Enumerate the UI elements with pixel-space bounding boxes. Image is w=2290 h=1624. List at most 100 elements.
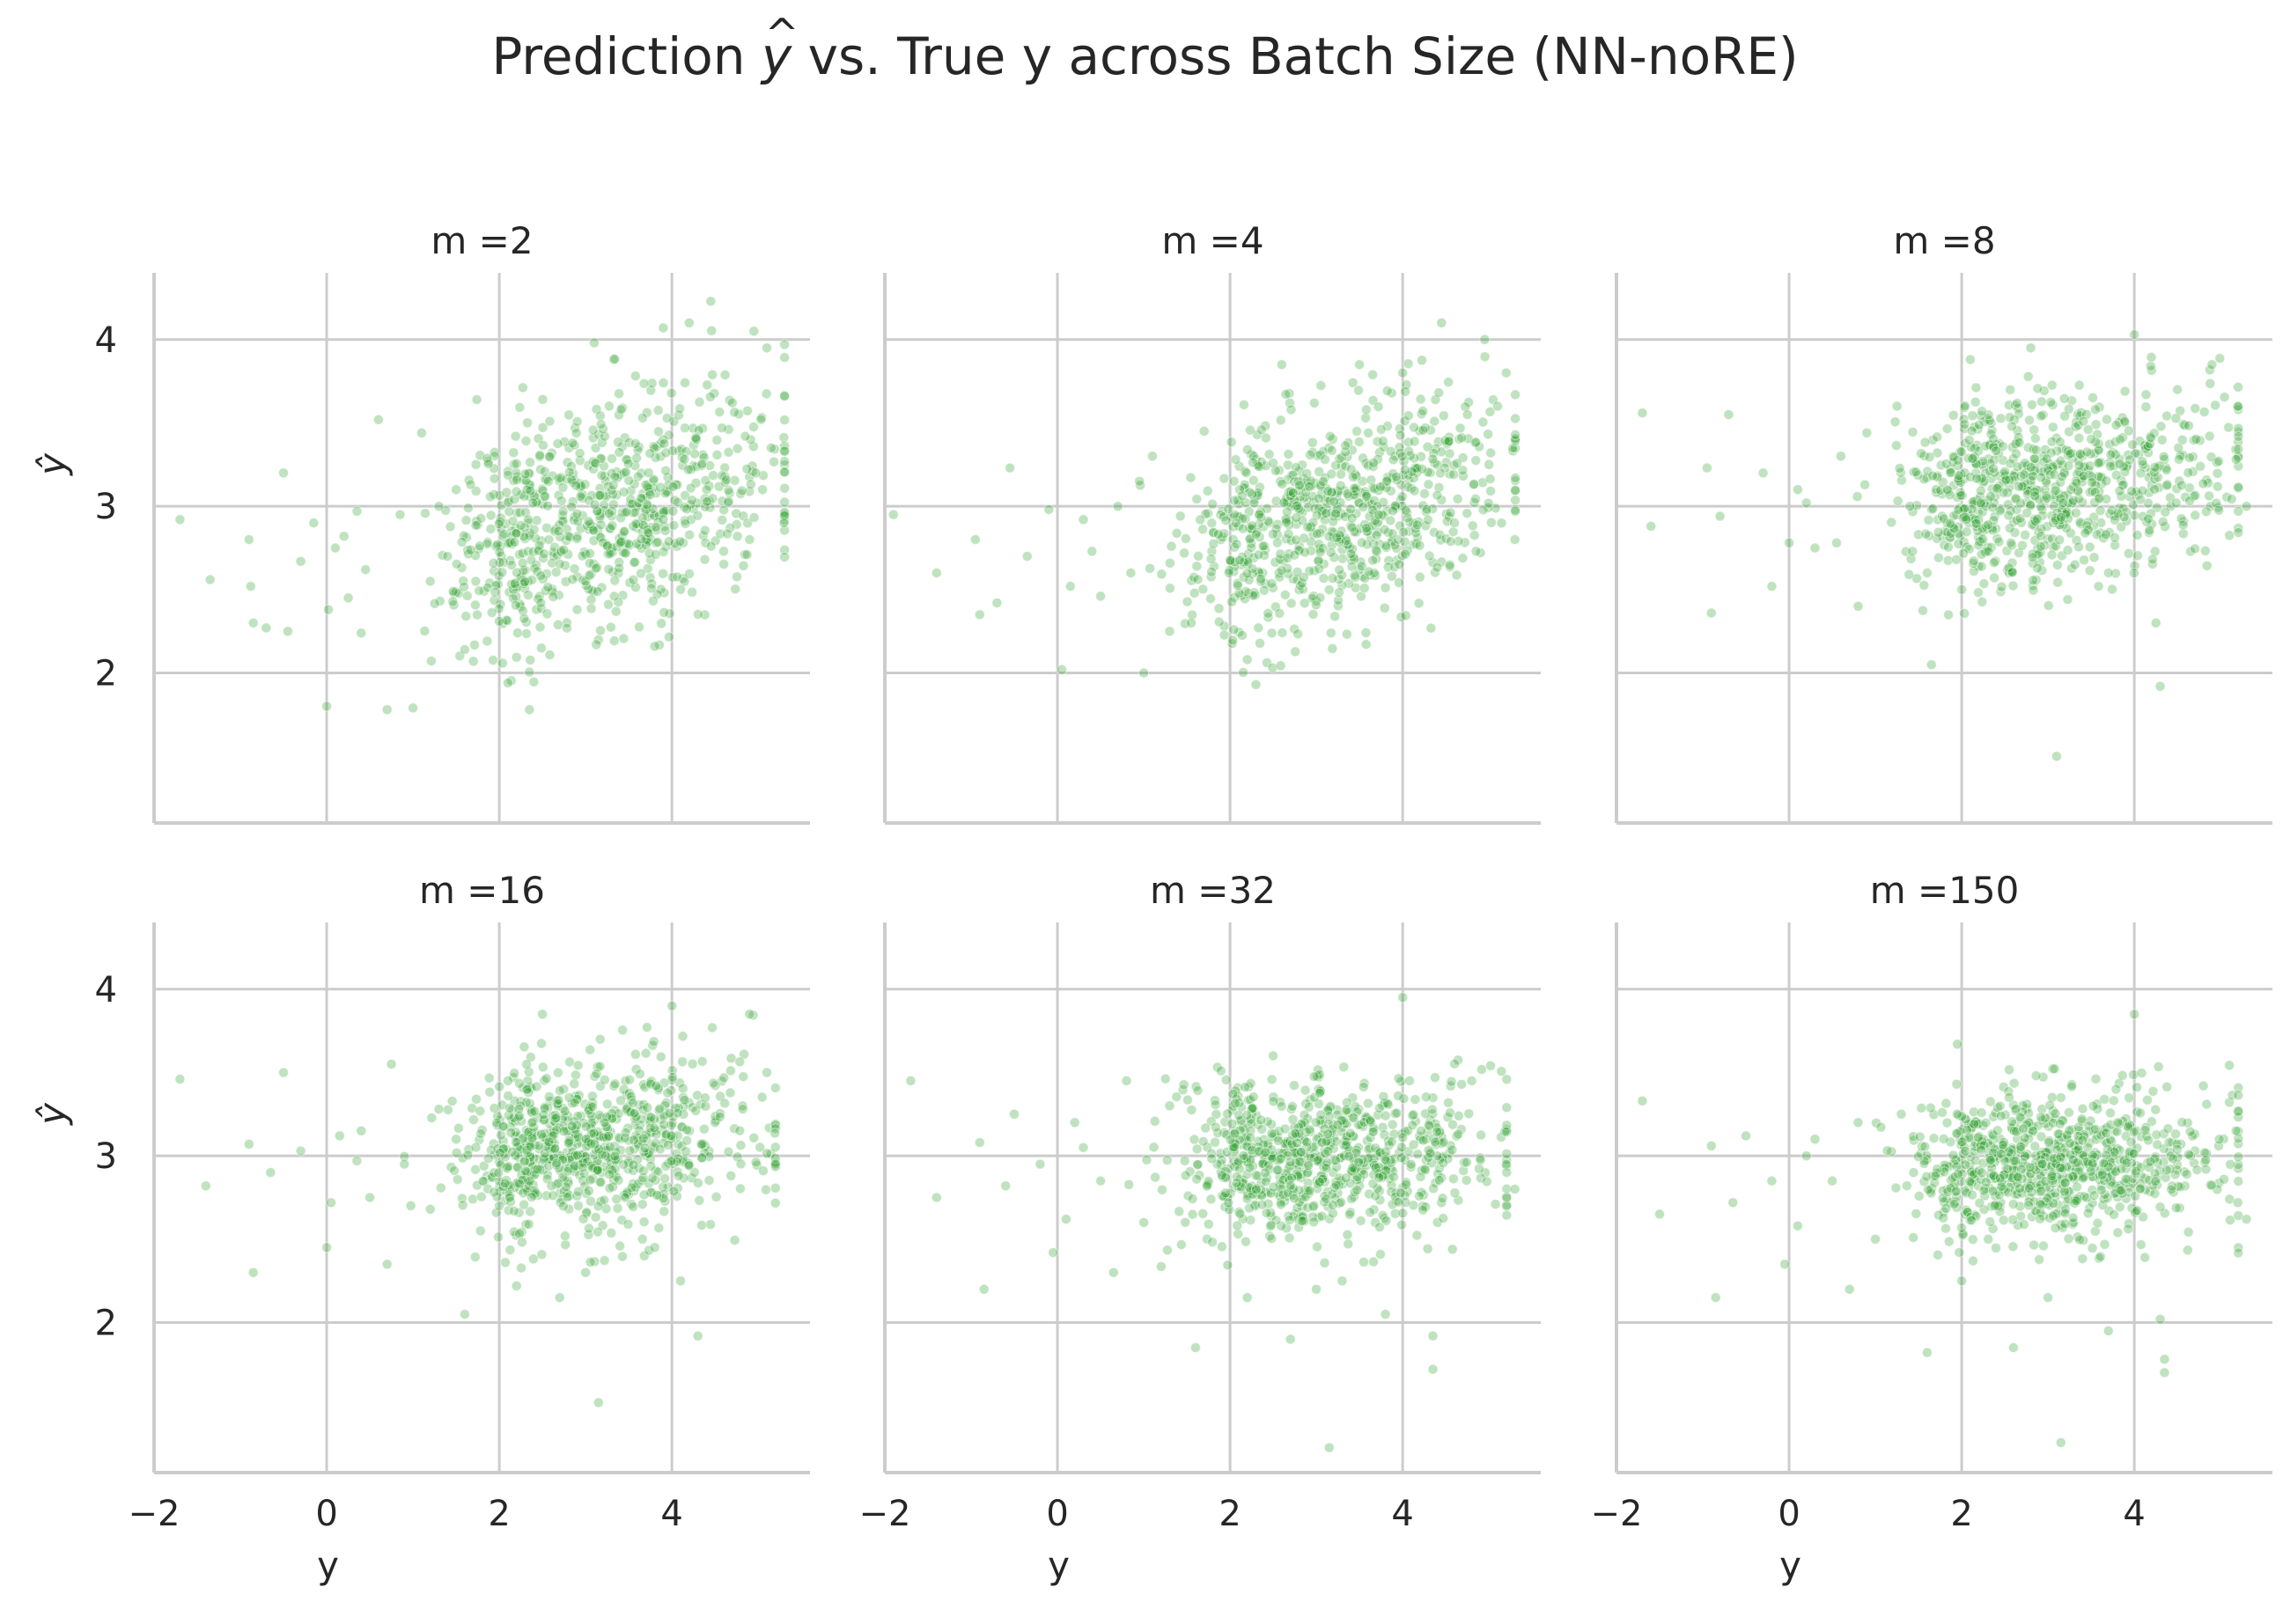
data-point [1367, 1127, 1379, 1137]
data-point [503, 469, 513, 481]
y-tick-label: 2 [95, 1304, 117, 1344]
data-point [1323, 584, 1335, 595]
data-point [1287, 1113, 1299, 1125]
data-point [694, 1194, 705, 1206]
data-point [334, 1130, 345, 1142]
data-point [1943, 1236, 1955, 1247]
data-point [1281, 517, 1292, 528]
data-point [624, 1145, 636, 1157]
data-point [1410, 1094, 1421, 1106]
data-point [1933, 1249, 1943, 1260]
data-point [503, 1091, 514, 1101]
data-point [740, 430, 751, 442]
data-point [1248, 497, 1260, 509]
scatter-points [1637, 329, 2252, 762]
data-point [779, 510, 791, 521]
data-point [593, 1201, 604, 1212]
data-point [247, 1267, 259, 1278]
data-point [2028, 584, 2039, 596]
data-point [1956, 1136, 1968, 1148]
data-point [1000, 1180, 1012, 1192]
data-point [668, 1186, 680, 1197]
data-point [1205, 554, 1217, 564]
data-point [580, 576, 592, 587]
data-point [1057, 664, 1067, 675]
data-point [394, 509, 406, 520]
data-point [1927, 470, 1939, 481]
scatter-points [174, 296, 791, 716]
data-point [519, 613, 530, 624]
data-point [596, 437, 607, 448]
data-point [2082, 1208, 2094, 1219]
data-point [1407, 1120, 1418, 1131]
data-point [459, 581, 469, 592]
data-point [2027, 1125, 2038, 1136]
data-point [475, 540, 485, 552]
data-point [2170, 497, 2182, 509]
data-point [1800, 497, 1812, 509]
data-point [497, 1121, 509, 1132]
data-point [705, 1219, 716, 1231]
data-point [2233, 481, 2244, 493]
data-point [2204, 430, 2215, 442]
data-point [2055, 1162, 2065, 1173]
data-point [1983, 1233, 1994, 1245]
data-point [1268, 1096, 1279, 1107]
data-point [588, 586, 600, 598]
data-point [2101, 475, 2112, 487]
data-point [610, 606, 622, 617]
data-point [1265, 1219, 1277, 1231]
data-point [2012, 461, 2023, 473]
data-point [1438, 410, 1449, 422]
data-point [756, 1091, 768, 1103]
data-point [1427, 1330, 1439, 1341]
data-point [1268, 458, 1278, 468]
y-tick-label: 3 [95, 487, 117, 527]
data-point [1966, 1215, 1977, 1226]
data-point [2054, 534, 2065, 546]
data-point [718, 546, 729, 557]
data-point [2073, 432, 2085, 444]
data-point [2143, 513, 2154, 525]
data-point [1215, 1065, 1226, 1077]
data-point [1469, 479, 1480, 489]
data-point [505, 1127, 517, 1138]
data-point [204, 574, 216, 585]
data-point [2050, 1223, 2061, 1233]
data-point [1155, 1260, 1167, 1272]
data-point [1250, 529, 1262, 540]
data-point [690, 432, 702, 444]
data-point [572, 1060, 584, 1071]
data-point [615, 536, 627, 547]
data-point [1425, 1148, 1436, 1159]
data-point [762, 1067, 772, 1078]
data-point [2132, 1205, 2143, 1216]
data-point [1945, 518, 1955, 529]
data-point [278, 1067, 289, 1078]
data-point [424, 576, 436, 587]
data-point [603, 508, 615, 519]
data-point [1425, 622, 1437, 634]
data-point [1238, 1150, 1249, 1161]
data-point [1989, 1200, 2000, 1211]
data-point [1193, 550, 1204, 562]
data-point [735, 1158, 747, 1170]
data-point [654, 1103, 666, 1114]
data-point [2184, 1126, 2196, 1137]
data-point [2043, 1136, 2054, 1148]
data-point [679, 1094, 690, 1106]
data-point [470, 576, 482, 587]
data-point [2161, 480, 2173, 491]
scatter-points [1637, 1009, 2252, 1448]
data-point [456, 536, 468, 547]
data-point [1417, 406, 1429, 416]
data-point [489, 473, 500, 484]
data-point [1510, 485, 1521, 496]
data-point [1268, 1181, 1279, 1193]
data-point [1424, 550, 1435, 562]
data-point [465, 479, 476, 490]
data-point [488, 557, 499, 569]
data-point [571, 571, 583, 583]
data-point [537, 1009, 549, 1020]
data-point [470, 459, 482, 470]
